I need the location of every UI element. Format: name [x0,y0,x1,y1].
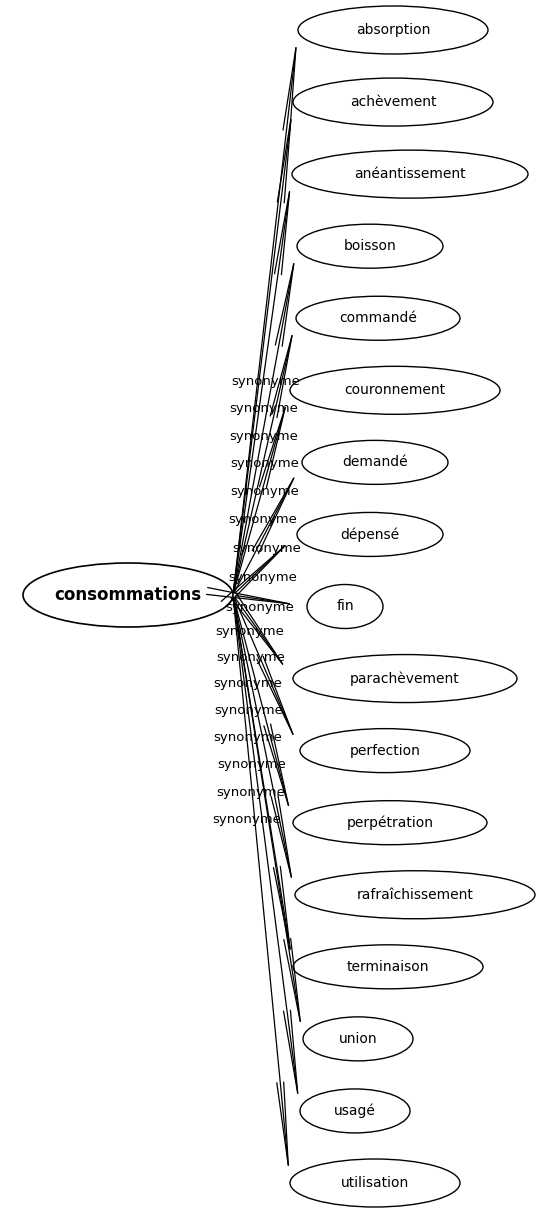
Text: commandé: commandé [339,311,417,326]
Text: synonyme: synonyme [231,458,300,470]
Text: couronnement: couronnement [344,384,446,397]
Text: perfection: perfection [350,744,421,758]
Text: synonyme: synonyme [212,813,281,826]
Text: utilisation: utilisation [341,1176,409,1190]
Text: anéantissement: anéantissement [354,167,466,182]
Text: synonyme: synonyme [214,704,283,717]
Text: synonyme: synonyme [214,731,282,744]
Text: dépensé: dépensé [340,527,399,541]
Text: terminaison: terminaison [347,960,429,974]
Text: absorption: absorption [356,23,430,38]
Text: synonyme: synonyme [229,402,298,415]
Text: synonyme: synonyme [228,572,297,584]
Text: synonyme: synonyme [216,786,285,798]
Text: synonyme: synonyme [229,430,298,443]
Text: parachèvement: parachèvement [350,671,460,685]
Text: usagé: usagé [334,1103,376,1118]
Text: synonyme: synonyme [217,650,286,664]
Text: synonyme: synonyme [225,601,294,614]
Text: synonyme: synonyme [217,758,286,771]
Text: union: union [339,1032,377,1046]
Text: synonyme: synonyme [228,513,297,526]
Text: rafraîchissement: rafraîchissement [357,888,474,902]
Text: fin: fin [336,599,354,614]
Text: consommations: consommations [54,586,202,604]
Text: achèvement: achèvement [350,94,436,109]
Text: synonyme: synonyme [230,486,299,498]
Text: perpétration: perpétration [346,815,434,830]
Text: synonyme: synonyme [214,677,282,690]
Text: demandé: demandé [342,455,408,470]
Text: boisson: boisson [344,240,396,253]
Text: synonyme: synonyme [232,541,301,555]
Text: synonyme: synonyme [215,625,284,638]
Text: synonyme: synonyme [231,374,300,388]
